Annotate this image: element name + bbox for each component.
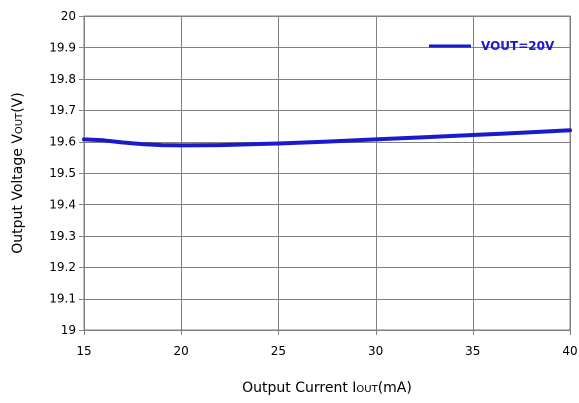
- y-tick-label: 19.7: [49, 103, 76, 117]
- y-tick-label: 19.5: [49, 166, 76, 180]
- grid: [79, 16, 571, 335]
- x-axis-title: Output Current IOUT(mA): [242, 380, 412, 396]
- x-tick-label: 25: [271, 344, 286, 358]
- series-lines: [82, 128, 572, 148]
- legend-label: VOUT=20V: [481, 39, 555, 53]
- y-tick-label: 19.9: [49, 40, 76, 54]
- y-tick-label: 19.4: [49, 197, 76, 211]
- x-tick-label: 20: [174, 344, 189, 358]
- x-tick-label: 40: [562, 344, 577, 358]
- y-tick-labels: 19 19.1 19.2 19.3 19.4 19.5 19.6 19.7 19.8 19.9 20: [49, 9, 76, 337]
- y-axis-title: Output Voltage VOUT(V): [10, 92, 26, 253]
- legend: VOUT=20V: [429, 39, 555, 53]
- y-tick-label: 19.3: [49, 229, 76, 243]
- y-tick-label: 19.2: [49, 260, 76, 274]
- x-tick-labels: 15 20 25 30 35 40: [76, 344, 577, 358]
- x-tick-label: 30: [368, 344, 383, 358]
- y-tick-label: 19.1: [49, 292, 76, 306]
- series-line: [82, 128, 572, 148]
- y-tick-label: 19.8: [49, 72, 76, 86]
- x-tick-label: 15: [76, 344, 91, 358]
- x-tick-label: 35: [465, 344, 480, 358]
- y-tick-label: 19: [61, 323, 76, 337]
- y-tick-label: 20: [61, 9, 76, 23]
- y-tick-label: 19.6: [49, 135, 76, 149]
